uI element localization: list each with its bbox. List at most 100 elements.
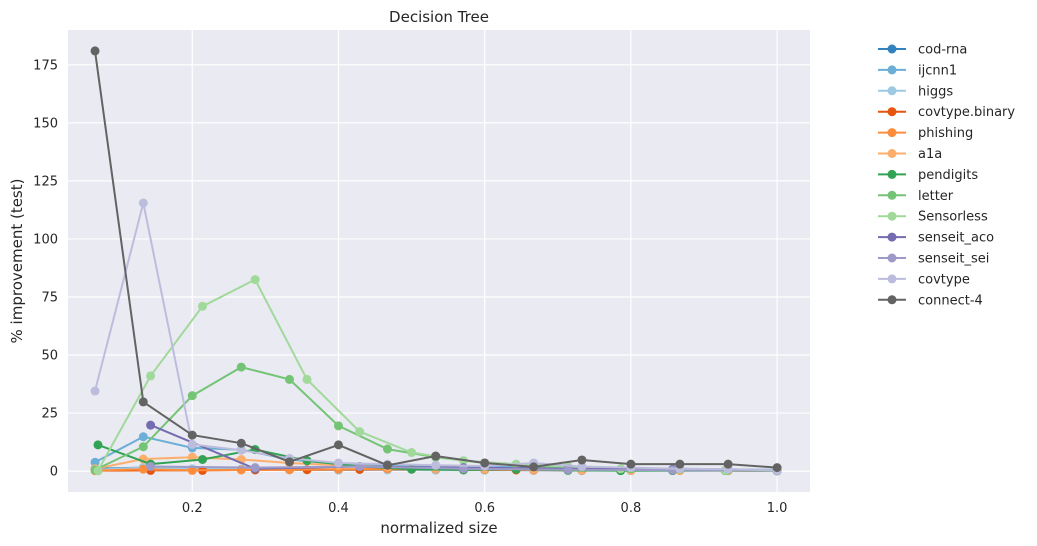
grid xyxy=(68,30,810,492)
y-tick-label: 125 xyxy=(33,174,58,189)
data-point-letter xyxy=(236,362,246,372)
legend-label: pendigits xyxy=(918,168,978,183)
legend-swatch-marker xyxy=(887,149,897,158)
legend-item-covtype-binary: covtype.binary xyxy=(878,105,1015,120)
data-point-letter xyxy=(187,391,197,401)
data-point-connect-4 xyxy=(285,457,295,467)
data-point-connect-4 xyxy=(138,397,148,407)
y-tick-label: 75 xyxy=(41,290,58,305)
legend-label: senseit_sei xyxy=(918,252,989,267)
data-point-covtype xyxy=(577,461,587,471)
data-point-connect-4 xyxy=(626,459,636,469)
legend-swatch-marker xyxy=(887,295,897,305)
y-tick-label: 175 xyxy=(33,58,58,73)
data-point-ijcnn1 xyxy=(90,457,100,467)
data-point-connect-4 xyxy=(772,463,782,473)
legend-swatch-marker xyxy=(887,65,897,75)
legend-item-cod-rna: cod-rna xyxy=(878,43,967,58)
data-point-sensorless xyxy=(250,275,260,285)
data-point-connect-4 xyxy=(480,458,490,468)
legend-swatch-marker xyxy=(887,86,897,96)
chart-title: Decision Tree xyxy=(389,8,489,26)
data-point-covtype xyxy=(333,458,343,468)
y-tick-label: 150 xyxy=(33,116,58,131)
data-point-phishing xyxy=(187,465,197,475)
data-point-connect-4 xyxy=(723,459,733,469)
legend-label: covtype xyxy=(918,272,970,287)
data-point-sensorless xyxy=(198,301,208,311)
y-tick-label: 50 xyxy=(41,349,58,364)
data-point-sensorless xyxy=(302,374,312,384)
data-point-covtype xyxy=(236,445,246,455)
legend-label: a1a xyxy=(918,147,942,162)
y-tick-label: 100 xyxy=(33,232,58,247)
data-point-sensorless xyxy=(355,427,365,437)
series-connect-4 xyxy=(90,46,782,473)
legend-item-sensorless: Sensorless xyxy=(878,210,988,225)
legend-label: cod-rna xyxy=(918,43,967,58)
legend-swatch-marker xyxy=(887,44,897,54)
x-tick-label: 0.4 xyxy=(328,501,349,516)
data-point-connect-4 xyxy=(529,462,539,472)
data-point-covtype xyxy=(138,198,148,208)
x-axis-label: normalized size xyxy=(380,519,497,537)
legend-item-phishing: phishing xyxy=(878,126,973,141)
legend-swatch-marker xyxy=(887,128,897,138)
legend-item-senseit-aco: senseit_aco xyxy=(878,231,994,246)
legend-item-senseit-sei: senseit_sei xyxy=(878,252,989,267)
legend-label: covtype.binary xyxy=(918,105,1015,120)
legend-swatch-marker xyxy=(887,169,897,179)
data-point-phishing xyxy=(138,464,148,474)
plot-background xyxy=(68,30,810,492)
data-point-connect-4 xyxy=(431,451,441,461)
data-point-pendigits xyxy=(198,454,208,464)
data-point-senseit-sei xyxy=(146,461,156,471)
x-tick-label: 0.6 xyxy=(474,501,495,516)
data-point-covtype xyxy=(431,460,441,470)
legend-item-connect-4: connect-4 xyxy=(878,293,983,308)
data-point-connect-4 xyxy=(333,440,343,450)
x-tick-label: 1.0 xyxy=(767,501,788,516)
legend-item-letter: letter xyxy=(878,189,954,204)
legend-label: connect-4 xyxy=(918,293,983,308)
data-point-covtype xyxy=(90,386,100,396)
legend-swatch-marker xyxy=(887,274,897,284)
y-tick-label: 25 xyxy=(41,407,58,422)
legend-label: Sensorless xyxy=(918,210,988,225)
data-point-covtype xyxy=(187,439,197,449)
legend-swatch-marker xyxy=(887,107,897,117)
data-point-connect-4 xyxy=(236,438,246,448)
x-tick-label: 0.8 xyxy=(621,501,642,516)
y-axis-label: % improvement (test) xyxy=(8,179,26,344)
data-point-sensorless xyxy=(407,448,417,458)
data-point-letter xyxy=(333,421,343,431)
data-point-connect-4 xyxy=(577,455,587,465)
legend-label: higgs xyxy=(918,84,953,99)
data-point-connect-4 xyxy=(90,46,100,56)
legend-label: letter xyxy=(918,189,954,204)
legend-swatch-marker xyxy=(887,211,897,221)
data-point-senseit-aco xyxy=(146,420,156,430)
data-point-letter xyxy=(138,442,148,452)
data-point-senseit-sei xyxy=(250,463,260,473)
legend-item-ijcnn1: ijcnn1 xyxy=(878,63,957,78)
x-axis-ticks: 0.2 0.4 0.6 0.8 1.0 xyxy=(182,501,788,516)
legend-label: phishing xyxy=(918,126,973,141)
data-point-ijcnn1 xyxy=(138,432,148,442)
data-point-sensorless xyxy=(146,371,156,381)
data-point-letter xyxy=(285,374,295,384)
data-point-connect-4 xyxy=(382,460,392,470)
x-tick-label: 0.2 xyxy=(182,501,203,516)
legend-swatch-marker xyxy=(887,190,897,200)
legend-item-a1a: a1a xyxy=(878,147,942,162)
legend-item-higgs: higgs xyxy=(878,84,953,99)
data-point-connect-4 xyxy=(187,430,197,440)
data-point-senseit-sei xyxy=(563,465,573,475)
legend-label: ijcnn1 xyxy=(918,63,957,78)
y-axis-ticks: 0 25 50 75 100 125 150 175 xyxy=(33,58,58,479)
legend-item-covtype: covtype xyxy=(878,272,970,287)
legend-label: senseit_aco xyxy=(918,231,994,246)
data-point-letter xyxy=(382,444,392,454)
y-tick-label: 0 xyxy=(50,465,58,480)
